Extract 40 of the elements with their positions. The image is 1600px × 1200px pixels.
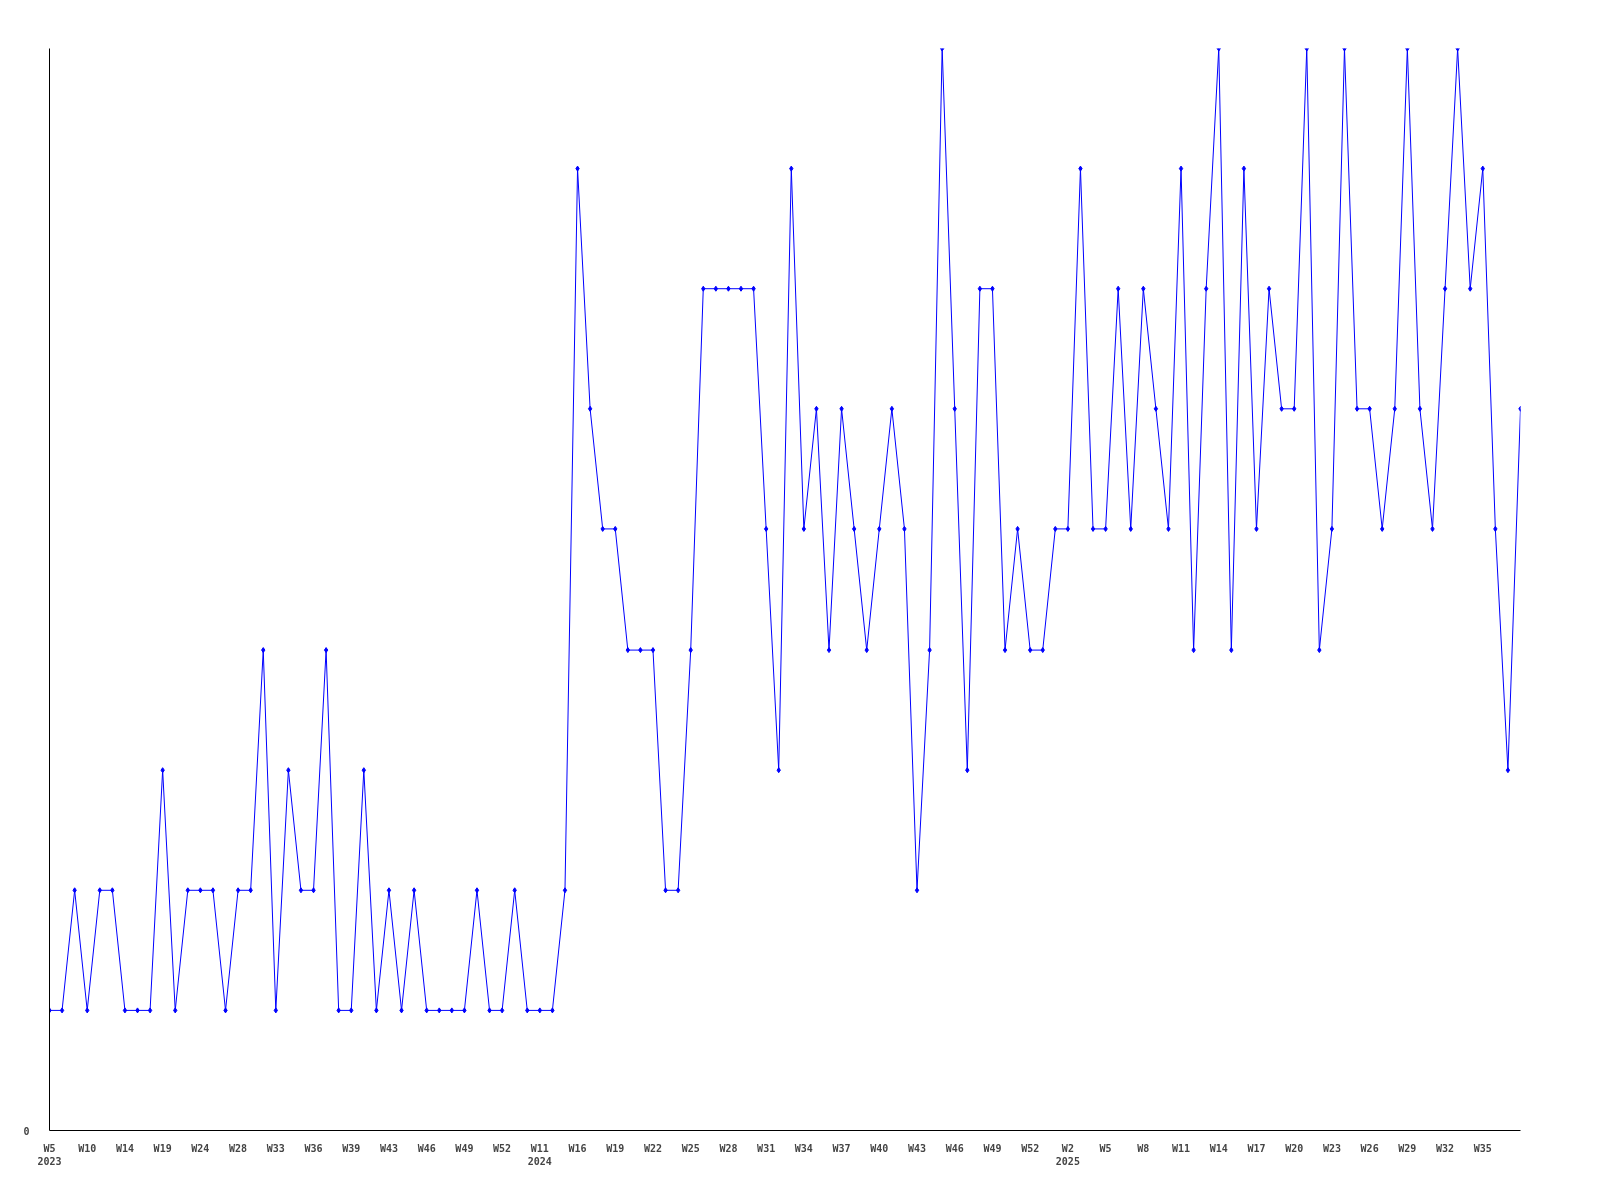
x-tick-label: W28	[229, 1142, 248, 1154]
x-tick-label: W46	[945, 1142, 964, 1154]
x-tick-label: W8	[1137, 1142, 1150, 1154]
x-tick-label: W52	[493, 1142, 512, 1154]
x-tick-label: W34	[794, 1142, 813, 1154]
x-tick-label: W5	[1099, 1142, 1112, 1154]
x-tick-label: W40	[870, 1142, 889, 1154]
x-tick-label: W10	[78, 1142, 97, 1154]
x-tick-label: W43	[907, 1142, 927, 1154]
x-tick-label: W2 2025	[1055, 1142, 1080, 1167]
x-tick-label: W25	[681, 1142, 700, 1154]
x-tick-label: W5 2023	[37, 1142, 62, 1167]
x-tick-label: W31	[757, 1142, 776, 1154]
x-tick-label: W35	[1473, 1142, 1492, 1154]
x-tick-label: W32	[1436, 1142, 1455, 1154]
x-tick-label: W16	[568, 1142, 587, 1154]
x-tick-label: W11 2024	[527, 1142, 552, 1167]
x-tick-label: W19	[153, 1142, 172, 1154]
x-tick-label: W26	[1360, 1142, 1379, 1154]
x-tick-label: W14	[1209, 1142, 1228, 1154]
x-tick-label: W52	[1021, 1142, 1040, 1154]
x-tick-label: W19	[606, 1142, 625, 1154]
x-tick-label: W23	[1322, 1142, 1341, 1154]
x-tick-label: W11	[1172, 1142, 1191, 1154]
x-tick-label: W29	[1398, 1142, 1417, 1154]
x-tick-label: W17	[1247, 1142, 1266, 1154]
x-tick-label: W28	[719, 1142, 738, 1154]
x-tick-label: W49	[455, 1142, 474, 1154]
x-tick-label: W36	[304, 1142, 323, 1154]
text: 0	[23, 1125, 30, 1137]
x-tick-label: W24	[191, 1142, 210, 1154]
x-tick-label: W49	[983, 1142, 1002, 1154]
x-tick-label: W20	[1285, 1142, 1304, 1154]
x-tick-label: W39	[342, 1142, 361, 1154]
x-tick-label: W33	[266, 1142, 285, 1154]
x-tick-label: W37	[832, 1142, 851, 1154]
x-tick-label: W46	[417, 1142, 436, 1154]
x-tick-label: W22	[643, 1142, 663, 1154]
x-tick-label: W14	[115, 1142, 134, 1154]
x-tick-label: W43	[379, 1142, 398, 1154]
